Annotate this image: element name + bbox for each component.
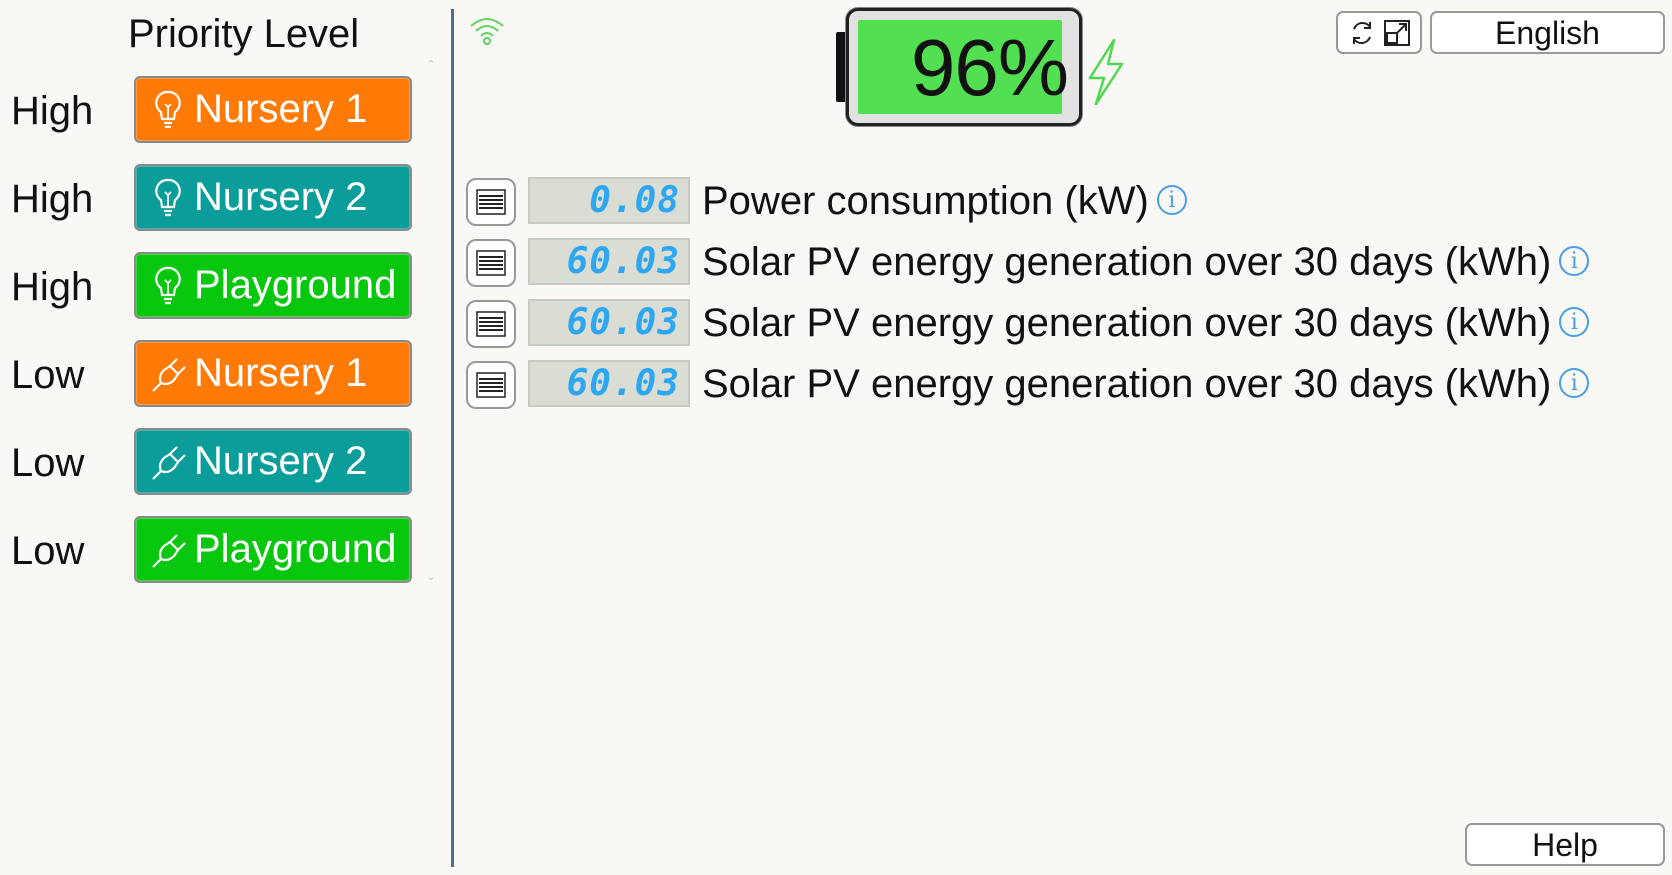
plug-icon — [148, 440, 188, 484]
charging-bolt-icon — [1088, 38, 1124, 106]
battery-indicator: 96% — [836, 8, 1126, 130]
view-toolbar — [1336, 11, 1422, 54]
reading-label: Power consumption (kW) i — [702, 176, 1187, 226]
priority-level-label: High — [11, 265, 94, 309]
help-button[interactable]: Help — [1465, 823, 1665, 866]
zone-button-nursery-2-low[interactable]: Nursery 2 — [134, 428, 412, 495]
reading-label-text: Solar PV energy generation over 30 days … — [702, 362, 1552, 406]
reading-label: Solar PV energy generation over 30 days … — [702, 237, 1590, 287]
language-button[interactable]: English — [1430, 11, 1665, 54]
info-icon[interactable]: i — [1559, 307, 1590, 338]
zone-button-label: Playground — [194, 527, 397, 571]
menu-icon[interactable] — [466, 361, 516, 409]
priority-row: High Nursery 2 — [0, 164, 420, 234]
priority-level-label: High — [11, 177, 94, 221]
lightbulb-icon — [148, 88, 188, 132]
reading-row-solar-pv: 60.03 Solar PV energy generation over 30… — [466, 237, 1666, 289]
reading-value: 0.08 — [528, 177, 690, 224]
priority-row: Low Playground — [0, 516, 420, 586]
priority-panel: Priority Level High Nursery 1 High Nurse… — [0, 0, 450, 875]
reading-label-text: Power consumption (kW) — [702, 179, 1149, 223]
priority-level-label: Low — [11, 353, 85, 397]
battery-fill — [858, 20, 1062, 114]
reading-value: 60.03 — [528, 360, 690, 407]
battery-percentage: 96% — [910, 23, 1069, 112]
priority-level-label: Low — [11, 529, 85, 573]
zone-button-playground-high[interactable]: Playground — [134, 252, 412, 319]
priority-scrollbar[interactable]: ⌃ ⌄ — [425, 58, 437, 584]
info-icon[interactable]: i — [1559, 368, 1590, 399]
zone-button-nursery-2-high[interactable]: Nursery 2 — [134, 164, 412, 231]
zone-button-label: Nursery 2 — [194, 439, 368, 483]
menu-icon[interactable] — [466, 178, 516, 226]
info-icon[interactable]: i — [1156, 185, 1187, 216]
zone-button-label: Nursery 2 — [194, 175, 368, 219]
priority-row: High Nursery 1 — [0, 76, 420, 146]
lightbulb-icon — [148, 176, 188, 220]
fullscreen-icon[interactable] — [1382, 18, 1412, 48]
reading-row-solar-pv: 60.03 Solar PV energy generation over 30… — [466, 359, 1666, 411]
zone-button-label: Nursery 1 — [194, 87, 368, 131]
zone-button-nursery-1-low[interactable]: Nursery 1 — [134, 340, 412, 407]
scroll-up-icon[interactable]: ⌃ — [426, 59, 436, 71]
plug-icon — [148, 528, 188, 572]
reading-label-text: Solar PV energy generation over 30 days … — [702, 301, 1552, 345]
battery-body — [846, 8, 1082, 126]
priority-row: High Playground — [0, 252, 420, 322]
priority-level-label: Low — [11, 441, 85, 485]
reading-row-power-consumption: 0.08 Power consumption (kW) i — [466, 176, 1666, 228]
reading-label: Solar PV energy generation over 30 days … — [702, 298, 1590, 348]
reading-value: 60.03 — [528, 238, 690, 285]
lightbulb-icon — [148, 264, 188, 308]
menu-icon[interactable] — [466, 239, 516, 287]
info-icon[interactable]: i — [1559, 246, 1590, 277]
priority-level-header: Priority Level — [128, 12, 360, 56]
reading-label: Solar PV energy generation over 30 days … — [702, 359, 1590, 409]
priority-level-label: High — [11, 89, 94, 133]
reading-label-text: Solar PV energy generation over 30 days … — [702, 240, 1552, 284]
priority-row: Low Nursery 1 — [0, 340, 420, 410]
reading-row-solar-pv: 60.03 Solar PV energy generation over 30… — [466, 298, 1666, 350]
zone-button-nursery-1-high[interactable]: Nursery 1 — [134, 76, 412, 143]
scroll-down-icon[interactable]: ⌄ — [426, 571, 436, 583]
panel-divider — [451, 9, 454, 867]
plug-icon — [148, 352, 188, 396]
zone-button-label: Nursery 1 — [194, 351, 368, 395]
reading-value: 60.03 — [528, 299, 690, 346]
refresh-icon[interactable] — [1347, 18, 1377, 48]
menu-icon[interactable] — [466, 300, 516, 348]
zone-button-playground-low[interactable]: Playground — [134, 516, 412, 583]
zone-button-label: Playground — [194, 263, 397, 307]
battery-terminal — [836, 32, 848, 102]
priority-row: Low Nursery 2 — [0, 428, 420, 498]
wifi-icon — [470, 18, 504, 45]
